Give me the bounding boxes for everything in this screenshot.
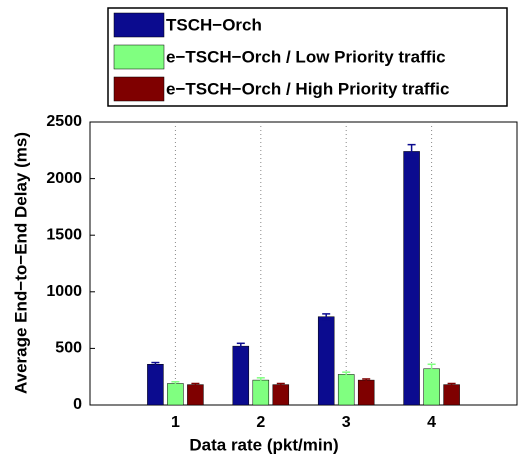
legend-swatch — [113, 44, 165, 70]
legend-swatch — [113, 12, 165, 38]
y-axis-label: Average End−to−End Delay (ms) — [11, 132, 30, 394]
x-tick-label: 4 — [427, 414, 436, 431]
x-tick-label: 3 — [342, 414, 351, 431]
y-tick-label: 0 — [73, 396, 82, 413]
bar — [147, 363, 164, 406]
bar — [167, 383, 184, 406]
bar — [337, 374, 355, 406]
y-tick-label: 500 — [55, 340, 82, 357]
bar — [403, 151, 420, 406]
x-tick-label: 1 — [171, 414, 180, 431]
bar — [423, 368, 440, 406]
legend-swatch — [113, 76, 165, 102]
y-tick-label: 1000 — [46, 283, 82, 300]
x-tick-label: 2 — [256, 414, 265, 431]
bar — [272, 384, 290, 406]
legend-label: e−TSCH−Orch / Low Priority traffic — [166, 47, 446, 66]
bar — [317, 316, 335, 406]
bar — [252, 379, 270, 406]
legend-box — [107, 7, 508, 107]
legend-label: e−TSCH−Orch / High Priority traffic — [166, 79, 449, 98]
y-tick-label: 2500 — [46, 113, 82, 130]
bar — [443, 384, 460, 406]
bar — [357, 379, 375, 406]
legend-label: TSCH−Orch — [166, 15, 262, 34]
y-tick-label: 1500 — [46, 226, 82, 243]
y-tick-label: 2000 — [46, 170, 82, 187]
plot-area — [89, 121, 518, 406]
bar — [232, 345, 250, 406]
x-axis-label: Data rate (pkt/min) — [189, 435, 338, 454]
bar — [187, 384, 204, 406]
